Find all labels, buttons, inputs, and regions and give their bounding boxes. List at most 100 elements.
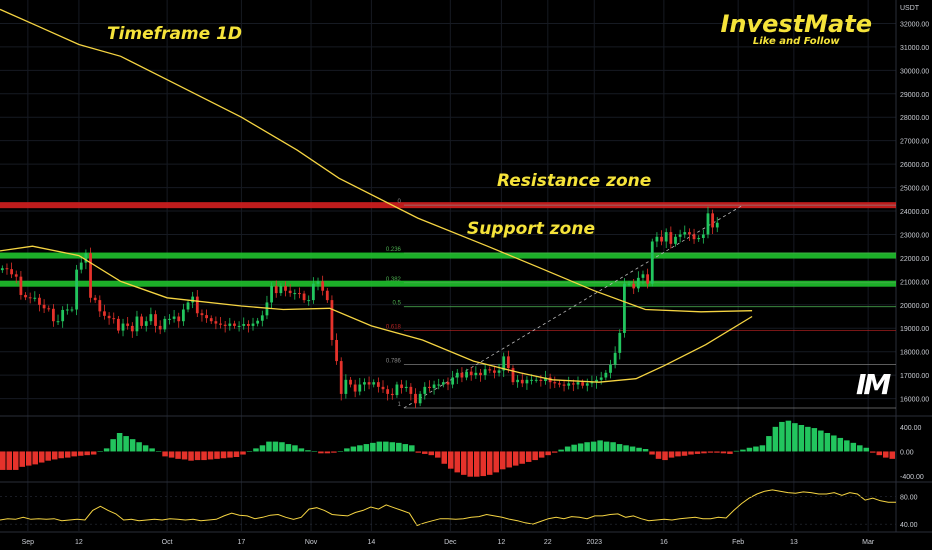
candle-body — [660, 236, 663, 242]
candle-body — [70, 309, 74, 311]
candle-body — [432, 384, 436, 389]
candle-body — [441, 382, 445, 385]
histogram-bar — [642, 449, 649, 452]
histogram-bar — [396, 442, 402, 452]
time-tick-label: Oct — [162, 539, 173, 546]
histogram-bar — [103, 448, 110, 452]
candle-body — [288, 290, 292, 294]
time-tick-label: Mar — [862, 539, 875, 546]
candle-body — [697, 237, 701, 240]
histogram-bar — [857, 445, 863, 452]
fib-level-label: 0.236 — [386, 247, 402, 253]
histogram-bar — [51, 451, 58, 460]
fib-level-label: 0.618 — [386, 325, 402, 331]
candle-body — [135, 316, 139, 332]
candle-body — [632, 283, 636, 289]
candle-body — [84, 253, 88, 263]
candle-body — [126, 323, 130, 326]
histogram-bar — [610, 442, 616, 452]
histogram-bar — [337, 451, 344, 452]
candle-body — [307, 300, 311, 302]
rsi-tick-label: 80.00 — [900, 495, 918, 502]
time-tick-label: 12 — [497, 539, 505, 546]
histogram-bar — [460, 451, 467, 475]
histogram-bar — [779, 421, 785, 452]
candle-body — [246, 324, 250, 326]
candle-body — [265, 302, 269, 316]
histogram-bar — [584, 442, 590, 452]
candle-body — [353, 384, 357, 392]
histogram-bar — [357, 445, 363, 452]
histogram-bar — [883, 451, 889, 458]
time-tick-label: 17 — [238, 539, 246, 546]
histogram-bar — [844, 440, 850, 452]
candle-body — [233, 323, 236, 326]
price-tick-label: 24000.00 — [900, 209, 929, 216]
candle-body — [140, 316, 143, 326]
candle-body — [460, 372, 464, 378]
time-axis: Sep 12 Oct 17 Nov 14 Dec 12 22 2023 16 Feb 13 Mar — [22, 539, 875, 546]
candle-body — [488, 369, 492, 371]
histogram-bar — [733, 450, 740, 452]
candle-body — [520, 379, 524, 384]
candle-body — [530, 379, 533, 381]
histogram-bar — [538, 451, 545, 458]
candle-body — [376, 382, 380, 387]
time-tick-label: 2023 — [586, 539, 602, 546]
candle-body — [511, 368, 515, 383]
oscillator-histogram — [0, 420, 896, 477]
candle-body — [474, 372, 478, 376]
candle-body — [539, 379, 543, 382]
candle-body — [363, 382, 366, 385]
histogram-bar — [363, 444, 370, 452]
histogram-bar — [123, 436, 129, 452]
histogram-bar — [32, 451, 38, 465]
histogram-bar — [818, 430, 824, 452]
price-tick-label: 18000.00 — [900, 350, 929, 357]
histogram-bar — [805, 426, 811, 452]
candle-body — [372, 382, 376, 385]
candle-body — [154, 314, 157, 326]
candle-body — [623, 283, 626, 333]
osc-tick-label: 400.00 — [900, 425, 922, 432]
candle-body — [0, 268, 4, 271]
candle-body — [506, 356, 510, 369]
zone-band-2 — [0, 280, 896, 287]
candle-body — [502, 356, 506, 371]
rsi-tick-label: 40.00 — [900, 522, 918, 529]
candle-body — [116, 318, 120, 331]
candle-body — [609, 364, 612, 373]
candle-body — [386, 389, 390, 394]
candle-body — [144, 321, 148, 326]
histogram-bar — [97, 451, 103, 452]
time-tick-label: 22 — [544, 539, 552, 546]
histogram-bar — [545, 451, 551, 456]
time-tick-label: 12 — [75, 539, 83, 546]
candle-body — [330, 300, 334, 340]
time-tick-label: 16 — [660, 539, 668, 546]
histogram-bar — [376, 441, 383, 452]
histogram-bar — [525, 451, 532, 462]
candle-body — [112, 318, 116, 320]
candle-body — [692, 234, 696, 240]
histogram-bar — [889, 451, 896, 459]
candle-body — [544, 377, 547, 382]
candle-body — [437, 384, 441, 386]
histogram-bar — [201, 451, 207, 461]
price-tick-label: 31000.00 — [900, 45, 929, 52]
candle-body — [61, 309, 65, 322]
histogram-bar — [512, 451, 519, 466]
histogram-bar — [188, 451, 194, 461]
candle-body — [103, 311, 106, 316]
candle-body — [33, 297, 37, 299]
histogram-bar — [136, 442, 142, 452]
candle-body — [678, 234, 682, 237]
histogram-bar — [655, 451, 662, 459]
time-tick-label: Feb — [732, 539, 744, 546]
fib-level-label: 1 — [398, 402, 402, 408]
candle-body — [553, 382, 557, 384]
candle-body — [316, 281, 320, 284]
time-tick-label: Dec — [444, 539, 457, 546]
histogram-bar — [0, 451, 6, 470]
